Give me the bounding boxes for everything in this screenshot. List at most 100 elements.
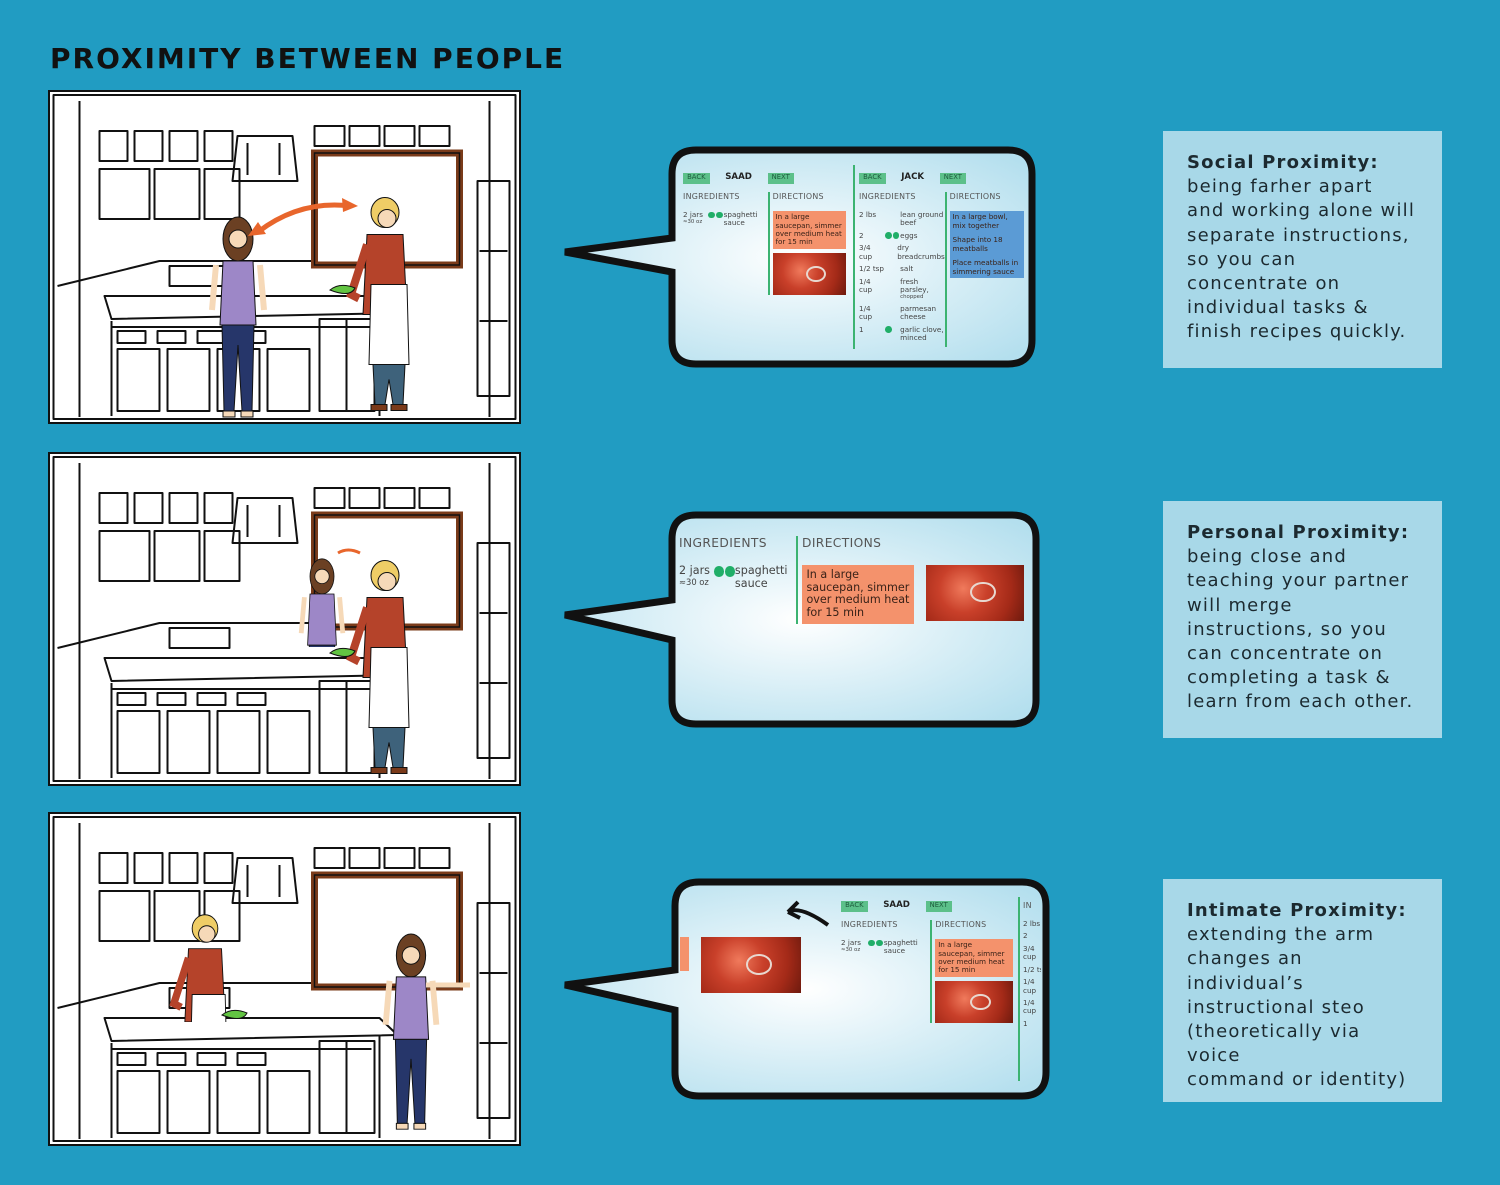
speech-bubble — [564, 878, 1050, 1100]
caption-line: teaching your partner — [1187, 570, 1410, 592]
user-name: JACK — [901, 172, 925, 183]
dots — [713, 565, 735, 591]
ingredient-qty: 2 jars ≈30 oz — [679, 563, 714, 591]
direction-step: Shape into 18 meatballs — [952, 235, 1003, 253]
ingredient-qty: 3/4 cup — [859, 244, 883, 261]
directions-column: DIRECTIONS In a large saucepan, simmer ov… — [930, 920, 1013, 1024]
kitchen-scene-personal — [48, 452, 521, 786]
dots — [885, 211, 900, 228]
qty-text: 1 — [1023, 1019, 1028, 1029]
dots — [885, 278, 900, 301]
ingredient-qty: 2 jars ≈30 oz — [683, 210, 708, 228]
ingredient-row: 3/4 cup — [1023, 943, 1041, 962]
ingredient-item: spaghetti sauce — [883, 937, 931, 956]
caption-line: so you can — [1187, 248, 1297, 270]
recipe-pane: BACK SAAD NEXT INGREDIENTS 2 jars ≈30 oz spagh… — [841, 900, 1013, 1024]
caption-line: and working alone will — [1187, 200, 1416, 222]
caption-line: instructions, so you — [1187, 618, 1388, 640]
back-button: BACK — [859, 173, 886, 184]
ingredient-qty: 1/4 cup — [1023, 998, 1041, 1016]
caption-line: (theoretically via voice — [1187, 1021, 1361, 1067]
caption-line: changes an individual’s — [1187, 948, 1304, 994]
pane-divider — [853, 165, 855, 349]
ingredient-row: 2 lbs lean ground beef — [859, 209, 945, 228]
ingredient-item: spaghetti sauce — [734, 563, 796, 591]
ingredient-qty: 2 — [859, 231, 885, 240]
screen: INGREDIENTS 2 jars ≈30 oz spaghetti sauce DI… — [677, 520, 1031, 719]
ingredient-item: garlic clove, minced — [900, 325, 945, 343]
ingredient-dot — [884, 326, 892, 334]
direction-step: In a large saucepan, simmer over medium … — [938, 940, 1005, 975]
back-button: BACK — [841, 901, 868, 912]
direction-box — [680, 937, 689, 971]
dots — [883, 244, 897, 261]
directions-label: DIRECTIONS — [949, 192, 1001, 202]
ingredient-item: spaghetti sauce — [723, 209, 768, 228]
caption-line: separate instructions, — [1187, 224, 1410, 246]
caption-line: finish recipes quickly. — [1187, 321, 1407, 343]
ingredient-dot — [884, 232, 892, 240]
qty-text: 3/4 cup — [1023, 943, 1037, 962]
qty-text: 2 lbs — [859, 209, 877, 219]
pane-header: BACK JACK NEXT — [859, 172, 1024, 184]
user-name: SAAD — [883, 900, 910, 911]
ingredients-label: IN — [1023, 901, 1032, 910]
ingredient-row: 2 jars ≈30 oz spaghetti sauce — [679, 563, 796, 591]
dots — [708, 211, 724, 228]
caption-line: being close and — [1187, 546, 1348, 568]
directions-column — [680, 937, 906, 993]
item-note: chopped — [900, 294, 924, 301]
ingredient-row: 2 jars ≈30 oz spaghetti sauce — [841, 937, 931, 956]
caption-box: Personal Proximity: being close and teachi… — [1163, 501, 1442, 738]
item-text: spaghetti sauce — [723, 209, 758, 228]
ingredient-qty: 3/4 cup — [1023, 943, 1041, 962]
ingredient-item: lean ground beef — [900, 210, 945, 228]
qty-note: ≈30 oz — [841, 947, 861, 954]
recipe-photo — [926, 564, 1024, 621]
ingredient-qty: 2 lbs — [1023, 919, 1041, 928]
item-text: salt — [900, 264, 914, 274]
dots — [884, 232, 900, 240]
qty-text: 1/2 tsp — [859, 264, 884, 274]
caption-line: instructional steo — [1187, 996, 1365, 1018]
ingredient-row: 1/2 tsp — [1023, 964, 1041, 974]
caption-line: can concentrate on — [1187, 643, 1384, 665]
caption-box: Social Proximity: being farher apart and w… — [1163, 131, 1442, 368]
next-button: NEXT — [767, 173, 794, 184]
caption-line: individual tasks & — [1187, 297, 1369, 319]
dots — [884, 326, 900, 343]
recipe-photo — [935, 981, 1013, 1024]
ingredients-column: IN 2 lbs 2 3/4 cup 1/2 tsp 1/4 cup 1/4 cup 1 — [1023, 901, 1041, 1033]
item-text: spaghetti sauce — [734, 563, 788, 590]
ingredient-row: 1/4 cup — [1023, 978, 1041, 995]
directions-column: DIRECTIONS In a large saucepan, simmer ov… — [767, 192, 846, 296]
qty-text: 1/2 tsp — [1023, 964, 1041, 974]
ingredient-qty: 1 — [859, 325, 885, 343]
item-text: dry breadcrumbs — [897, 243, 945, 261]
next-button: NEXT — [925, 901, 952, 912]
ingredients-column: INGREDIENTS 2 jars ≈30 oz spaghetti sauce — [683, 192, 768, 295]
direction-box: In a large bowl, mix together Shape into … — [949, 210, 1024, 279]
recipe-pane: INGREDIENTS 2 jars ≈30 oz spaghetti sauce DI… — [679, 536, 1024, 624]
qty-text: 2 jars — [679, 563, 710, 577]
directions-content: In a large saucepan, simmer over medium … — [772, 210, 846, 296]
caption-heading: Intimate Proximity: — [1187, 900, 1407, 921]
direction-step: In a large bowl, mix together — [952, 212, 1008, 230]
caption-heading: Social Proximity: — [1187, 152, 1379, 173]
caption-line: learn from each other. — [1187, 691, 1414, 713]
ingredient-row: 2 — [1023, 932, 1041, 940]
ingredient-dot — [867, 939, 875, 947]
ingredients-label: INGREDIENTS — [859, 192, 916, 202]
direction-box: In a large saucepan, simmer over medium … — [935, 938, 1013, 977]
directions-label: DIRECTIONS — [935, 920, 987, 930]
recipe-pane — [680, 937, 906, 993]
ingredient-item: parmesan cheese — [900, 304, 945, 322]
directions-label: DIRECTIONS — [772, 192, 824, 202]
kitchen-scene-social — [48, 90, 521, 424]
directions-content: In a large bowl, mix together Shape into … — [949, 210, 1024, 279]
item-text: spaghetti sauce — [883, 937, 918, 956]
recipe-pane: IN 2 lbs 2 3/4 cup 1/2 tsp 1/4 cup 1/4 cup 1 — [1023, 901, 1041, 1033]
ingredient-row: 1/4 cup parmesan cheese — [859, 304, 945, 322]
ingredients-column: INGREDIENTS 2 lbs lean ground beef 2 eggs 3/4… — [859, 192, 945, 346]
recipe-photo — [772, 253, 846, 296]
